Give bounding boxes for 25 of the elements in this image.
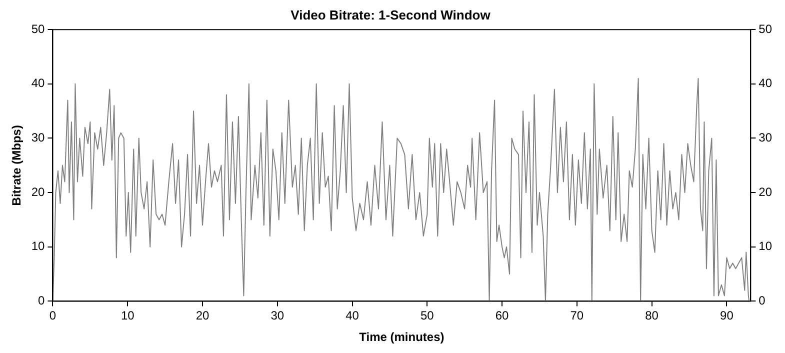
y2-tick-label: 20: [758, 184, 772, 199]
x-tick-label: 30: [270, 308, 284, 323]
x-tick-label: 60: [495, 308, 510, 323]
y-tick-label: 10: [31, 239, 46, 254]
x-tick-label: 0: [49, 308, 56, 323]
x-tick-label: 50: [420, 308, 434, 323]
y2-tick-label: 40: [758, 76, 772, 90]
x-tick-label: 20: [196, 308, 210, 323]
x-axis-title: Time (minutes): [359, 330, 444, 344]
y2-tick-label: 0: [758, 294, 766, 308]
y-axis-title: Bitrate (Mbps): [10, 125, 24, 206]
chart-title: Video Bitrate: 1-Second Window: [290, 7, 492, 22]
y2-tick-label: 30: [758, 130, 772, 145]
x-tick-label: 90: [720, 308, 734, 323]
y2-tick-label: 10: [758, 239, 772, 254]
x-tick-label: 40: [346, 308, 360, 323]
y-tick-label: 50: [31, 22, 46, 36]
x-tick-label: 80: [645, 308, 659, 323]
y-tick-label: 20: [31, 184, 46, 199]
y-tick-label: 40: [31, 76, 46, 90]
x-tick-label: 10: [120, 308, 135, 323]
y2-tick-label: 50: [758, 22, 772, 36]
y-tick-label: 30: [31, 130, 46, 145]
x-tick-label: 70: [570, 308, 584, 323]
y-tick-label: 0: [38, 294, 46, 308]
